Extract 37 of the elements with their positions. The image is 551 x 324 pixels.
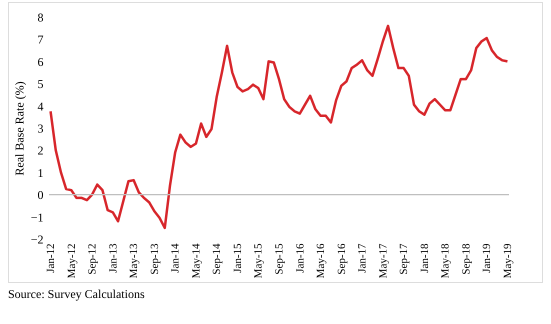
x-tick-label: May-19	[502, 243, 514, 278]
x-tick-label: Jan-13	[107, 243, 120, 273]
y-axis-title: Real Base Rate (%)	[12, 81, 27, 176]
x-tick-label: May-12	[66, 244, 78, 278]
y-tick-label: 4	[38, 99, 44, 114]
y-tick-label: 3	[38, 122, 44, 136]
x-tick-label: Jan-12	[45, 244, 58, 273]
y-tick-label: 6	[38, 54, 44, 69]
x-tick-label: Sep-18	[460, 243, 472, 275]
y-tick-label: 5	[38, 77, 44, 92]
x-tick-label: May-16	[315, 243, 328, 278]
x-tick-label: Jan-19	[481, 243, 494, 273]
x-tick-label: May-15	[252, 243, 265, 278]
y-tick-label: 8	[38, 10, 44, 24]
y-tick-label: −2	[30, 232, 44, 246]
y-tick-label: 1	[38, 166, 44, 180]
x-tick-label: Jan-18	[418, 243, 431, 273]
x-tick-label: Jan-14	[170, 243, 182, 273]
x-tick-label: Jan-15	[232, 243, 244, 273]
x-tick-label: May-18	[440, 243, 452, 278]
x-tick-label: May-13	[128, 243, 140, 278]
y-tick-label: −1	[30, 210, 44, 224]
line-series	[49, 24, 509, 230]
x-tick-label: Sep-14	[211, 243, 224, 275]
x-tick-label: May-14	[190, 243, 202, 278]
x-tick-label: Sep-13	[148, 243, 161, 275]
x-tick-label: May-17	[377, 243, 390, 278]
y-tick-label: 2	[38, 144, 44, 158]
y-tick-label: 7	[38, 32, 44, 47]
source-note: Source: Survey Calculations	[8, 287, 146, 302]
y-tick-label: 0	[38, 188, 44, 202]
x-tick-label: Jan-17	[356, 243, 369, 273]
x-tick-label: Sep-15	[274, 243, 286, 275]
x-tick-label: Sep-17	[398, 243, 410, 275]
x-tick-label: Sep-12	[86, 244, 99, 275]
x-tick-label: Jan-16	[294, 243, 306, 273]
x-tick-label: Sep-16	[336, 243, 348, 275]
